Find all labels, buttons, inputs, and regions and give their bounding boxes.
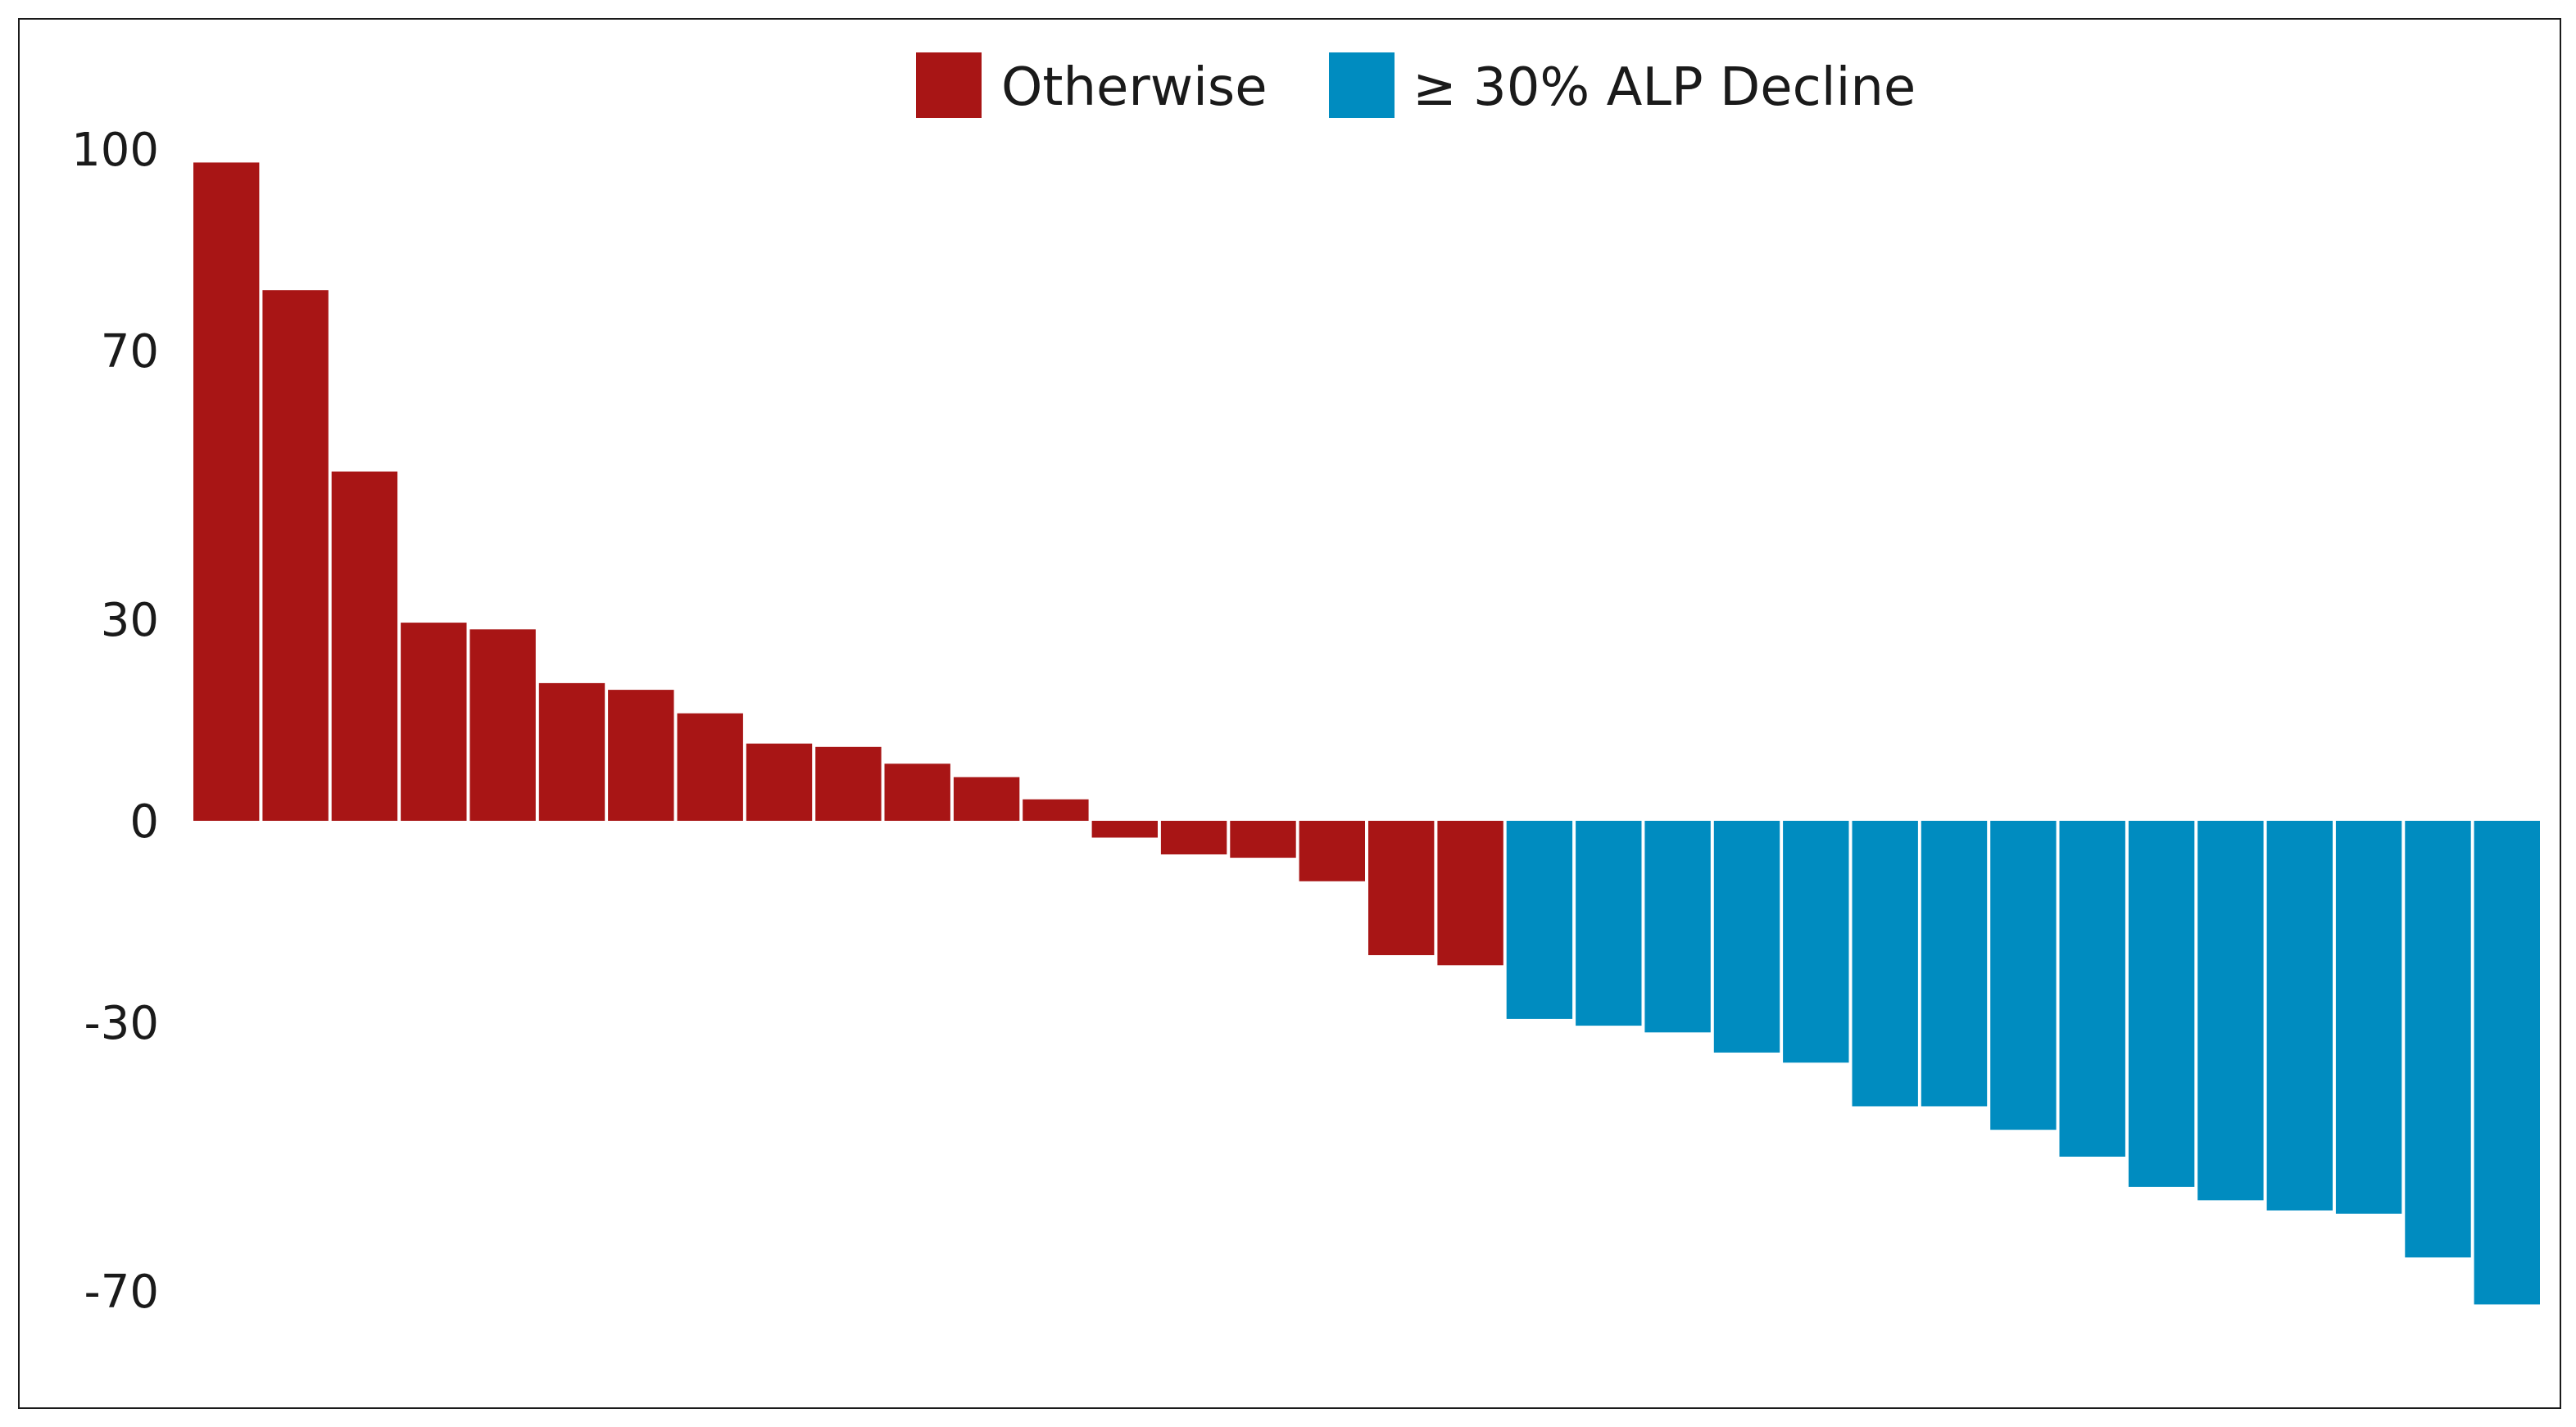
y-tick-label: -30 bbox=[84, 997, 159, 1050]
bar-alp-decline bbox=[2197, 821, 2264, 1201]
bar-alp-decline bbox=[2128, 821, 2195, 1187]
legend-label-otherwise: Otherwise bbox=[1001, 57, 1268, 118]
y-tick-label: 30 bbox=[101, 594, 159, 647]
chart-frame: Otherwise ≥ 30% ALP Decline 100 70 30 0 -30 -… bbox=[18, 18, 2561, 1409]
bar-alp-decline bbox=[2335, 821, 2402, 1214]
bar-otherwise bbox=[1437, 821, 1503, 966]
bar-otherwise bbox=[815, 746, 882, 821]
bar-otherwise bbox=[1368, 821, 1435, 955]
legend-label-alp-decline: ≥ 30% ALP Decline bbox=[1413, 57, 1916, 118]
bar-alp-decline bbox=[1506, 821, 1573, 1019]
bar-otherwise bbox=[1023, 799, 1089, 821]
bar-otherwise bbox=[677, 713, 743, 821]
bar-alp-decline bbox=[2059, 821, 2125, 1157]
y-tick-label: -70 bbox=[84, 1266, 159, 1319]
bar-otherwise bbox=[1230, 821, 1296, 858]
waterfall-chart: Otherwise ≥ 30% ALP Decline 100 70 30 0 -30 -… bbox=[71, 52, 2540, 1319]
bar-alp-decline bbox=[2266, 821, 2333, 1211]
legend-swatch-alp-decline bbox=[1329, 52, 1395, 118]
bar-alp-decline bbox=[1713, 821, 1780, 1053]
bar-otherwise bbox=[608, 690, 674, 821]
bar-otherwise bbox=[1091, 821, 1158, 838]
bar-otherwise bbox=[884, 763, 950, 821]
bar-otherwise bbox=[538, 682, 605, 821]
y-axis-tick-labels: 100 70 30 0 -30 -70 bbox=[71, 124, 159, 1319]
bar-otherwise bbox=[953, 777, 1020, 821]
bar-alp-decline bbox=[1921, 821, 1988, 1107]
bar-alp-decline bbox=[1576, 821, 1642, 1026]
bars bbox=[193, 162, 2540, 1305]
bar-alp-decline bbox=[1783, 821, 1849, 1063]
bar-otherwise bbox=[331, 471, 398, 821]
y-tick-label: 100 bbox=[71, 124, 159, 177]
bar-alp-decline bbox=[1644, 821, 1711, 1033]
bar-otherwise bbox=[469, 629, 536, 821]
bar-alp-decline bbox=[2474, 821, 2540, 1305]
bar-alp-decline bbox=[1990, 821, 2057, 1130]
bar-otherwise bbox=[401, 623, 467, 821]
bar-otherwise bbox=[1160, 821, 1227, 854]
y-tick-label: 70 bbox=[101, 325, 159, 378]
legend-swatch-otherwise bbox=[916, 52, 982, 118]
bar-otherwise bbox=[1299, 821, 1365, 881]
bar-otherwise bbox=[193, 162, 260, 821]
bar-otherwise bbox=[746, 743, 813, 821]
legend: Otherwise ≥ 30% ALP Decline bbox=[916, 52, 1916, 118]
bar-alp-decline bbox=[2405, 821, 2471, 1257]
bar-otherwise bbox=[262, 290, 329, 821]
y-tick-label: 0 bbox=[129, 795, 159, 849]
bar-alp-decline bbox=[1852, 821, 1918, 1107]
